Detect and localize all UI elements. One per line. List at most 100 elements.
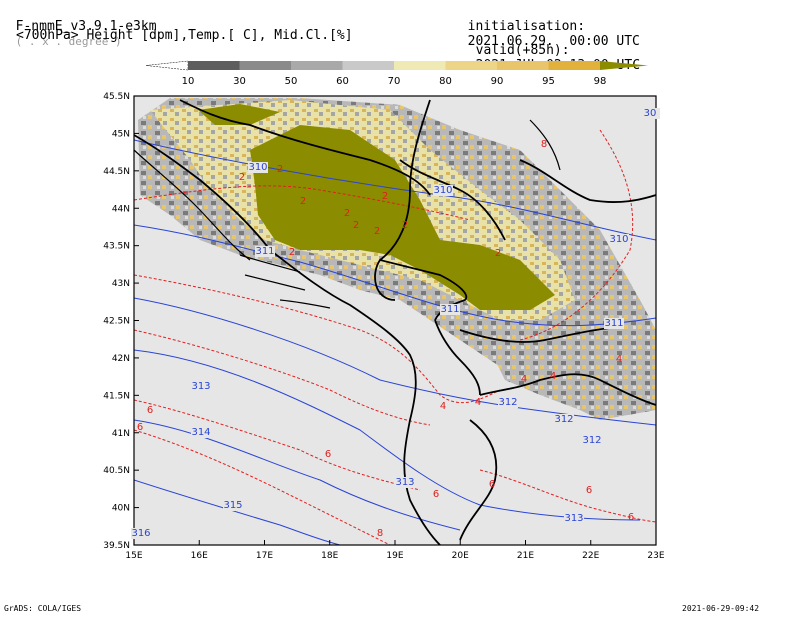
model-name: F-nmmE_v3.9.1-e3km (15, 19, 157, 34)
height-label: 315 (223, 500, 242, 511)
height-label-bg (640, 108, 660, 119)
valid-label: valid(+85h): (475, 43, 570, 58)
lat-label: 40N (112, 504, 130, 514)
height-label: 316 (131, 528, 150, 539)
lon-label: 22E (582, 551, 599, 561)
lat-label: 45N (112, 129, 130, 139)
height-label: 312 (554, 414, 573, 425)
lat-label: 44.5N (103, 167, 130, 177)
temp-contours (134, 129, 656, 545)
height-label-bg (223, 500, 243, 511)
height-label: 311 (440, 304, 459, 315)
height-label: 313 (191, 381, 210, 392)
footer-right: 2021-06-29-09:42 (682, 604, 760, 613)
colorbar-cell (342, 61, 394, 70)
lat-label: 43.5N (103, 242, 130, 252)
height-label: 313 (564, 513, 583, 524)
temp-label: 6 (586, 485, 592, 496)
colorbar-label: 30 (233, 76, 246, 87)
colorbar-label: 70 (388, 76, 401, 87)
lat-label: 40.5N (103, 466, 130, 476)
height-label-bg (131, 528, 151, 539)
temp-label: 2 (289, 247, 295, 258)
temp-label: 2 (402, 220, 408, 231)
temp-label: 6 (433, 489, 439, 500)
unit-note: ( . x . degree ) (15, 35, 122, 48)
height-label: 314 (191, 427, 210, 438)
temp-label: 6 (628, 512, 634, 523)
height-label-bg (604, 318, 624, 329)
colorbar-label: 95 (542, 76, 555, 87)
height-label: 310 (248, 162, 267, 173)
temp-label: 4 (616, 354, 622, 365)
lat-label: 44N (112, 204, 130, 214)
map-area (134, 96, 656, 545)
init-line: initialisation: 2021.06.29. 00:00 UTC (452, 4, 640, 49)
temp-label: 2 (344, 208, 350, 219)
height-label-bg (440, 304, 460, 315)
temp-label: 4 (550, 371, 556, 382)
height-label: 312 (498, 397, 517, 408)
colorbar-cell (445, 61, 497, 70)
colorbar-label: 60 (336, 76, 349, 87)
lon-label: 18E (321, 551, 338, 561)
height-label-bg (191, 381, 211, 392)
lat-label: 42N (112, 354, 130, 364)
colorbar-label: 98 (594, 76, 607, 87)
temp-label: 2 (374, 226, 380, 237)
lon-label: 20E (452, 551, 469, 561)
model-title: F-nmmE_v3.9.1-e3km ( . x . degree ) (0, 4, 157, 49)
init-value: 2021.06.29. 00:00 UTC (467, 34, 640, 49)
temp-label: 2 (277, 164, 283, 175)
lon-label: 15E (125, 551, 142, 561)
height-label-bg (498, 397, 518, 408)
colorbar-labels: 10 30 50 60 70 80 90 95 98 (182, 76, 607, 87)
colorbar-label: 80 (439, 76, 452, 87)
height-label-bg (395, 477, 415, 488)
lat-label: 39.5N (103, 541, 130, 551)
colorbar-cell (497, 61, 549, 70)
temp-label: 6 (489, 479, 495, 490)
height-contour-labels: 310 310 311 311 311 312 312 312 313 313 313 314 315 3… (131, 108, 660, 539)
temp-label: 4 (521, 374, 527, 385)
temp-label: 4 (440, 401, 446, 412)
colorbar: 10 30 50 60 70 80 90 95 98 (145, 60, 648, 87)
field-title: <700hPa> Height [dpm],Temp.[ C], Mid.Cl.… (16, 28, 353, 43)
colorbar-cell (394, 61, 446, 70)
temp-label: 8 (377, 528, 383, 539)
height-label: 311 (255, 246, 274, 257)
temp-label: 6 (325, 449, 331, 460)
height-label-bg (433, 185, 453, 196)
height-label: 312 (582, 435, 601, 446)
temp-label: 2 (495, 248, 501, 259)
lon-axis: 15E 16E 17E 18E 19E 20E 21E 22E 23E (125, 540, 665, 561)
lon-label: 19E (386, 551, 403, 561)
height-label-bg (255, 246, 275, 257)
height-contours (134, 139, 656, 545)
temp-label: 2 (300, 196, 306, 207)
temp-label: 2 (353, 220, 359, 231)
lon-label: 23E (647, 551, 664, 561)
colorbar-label: 10 (182, 76, 195, 87)
temp-label: 6 (137, 422, 143, 433)
colorbar-cell (291, 61, 343, 70)
temp-label: 8 (541, 139, 547, 150)
lat-label: 41.5N (103, 391, 130, 401)
height-label-bg (564, 513, 584, 524)
temp-label: 4 (475, 397, 481, 408)
lon-label: 16E (191, 551, 208, 561)
height-label: 310 (433, 185, 452, 196)
lat-label: 45.5N (103, 92, 130, 102)
colorbar-label: 90 (491, 76, 504, 87)
colorbar-label: 50 (285, 76, 298, 87)
lat-label: 43N (112, 279, 130, 289)
height-label: 310 (609, 234, 628, 245)
init-label: initialisation: (467, 19, 586, 34)
height-label-bg (582, 435, 602, 446)
cloud-patch-north (198, 104, 280, 125)
lon-label: 21E (517, 551, 534, 561)
height-label-bg (554, 414, 574, 425)
cloud-field-dense (250, 125, 555, 310)
